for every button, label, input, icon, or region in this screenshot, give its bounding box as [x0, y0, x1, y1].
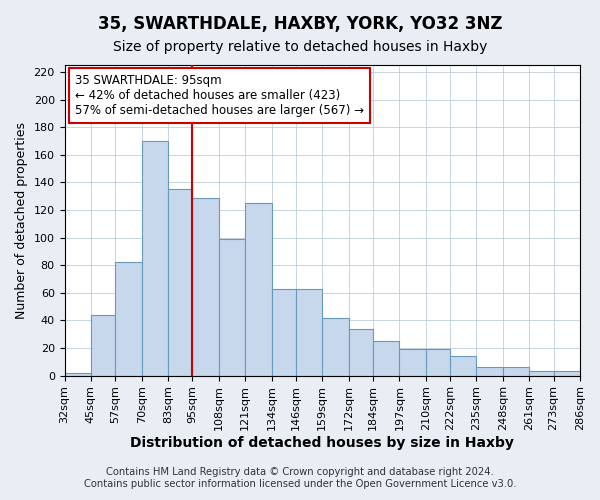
Bar	[219, 239, 245, 376]
Bar	[115, 262, 142, 376]
Y-axis label: Number of detached properties: Number of detached properties	[15, 122, 28, 319]
Text: Size of property relative to detached houses in Haxby: Size of property relative to detached ho…	[113, 40, 487, 54]
Bar	[245, 203, 272, 376]
Text: Contains HM Land Registry data © Crown copyright and database right 2024.
Contai: Contains HM Land Registry data © Crown c…	[84, 468, 516, 489]
Bar	[65, 373, 91, 376]
Bar	[450, 356, 476, 376]
Bar	[142, 141, 168, 376]
Bar	[168, 189, 193, 376]
Bar	[476, 368, 503, 376]
Bar	[426, 350, 450, 376]
Text: 35, SWARTHDALE, HAXBY, YORK, YO32 3NZ: 35, SWARTHDALE, HAXBY, YORK, YO32 3NZ	[98, 15, 502, 33]
Bar	[91, 315, 115, 376]
Bar	[400, 350, 426, 376]
Text: 35 SWARTHDALE: 95sqm
← 42% of detached houses are smaller (423)
57% of semi-deta: 35 SWARTHDALE: 95sqm ← 42% of detached h…	[75, 74, 364, 118]
X-axis label: Distribution of detached houses by size in Haxby: Distribution of detached houses by size …	[130, 436, 514, 450]
Bar	[322, 318, 349, 376]
Bar	[503, 368, 529, 376]
Bar	[193, 198, 219, 376]
Bar	[554, 372, 580, 376]
Bar	[373, 341, 400, 376]
Bar	[349, 328, 373, 376]
Bar	[529, 372, 554, 376]
Bar	[296, 288, 322, 376]
Bar	[272, 288, 296, 376]
